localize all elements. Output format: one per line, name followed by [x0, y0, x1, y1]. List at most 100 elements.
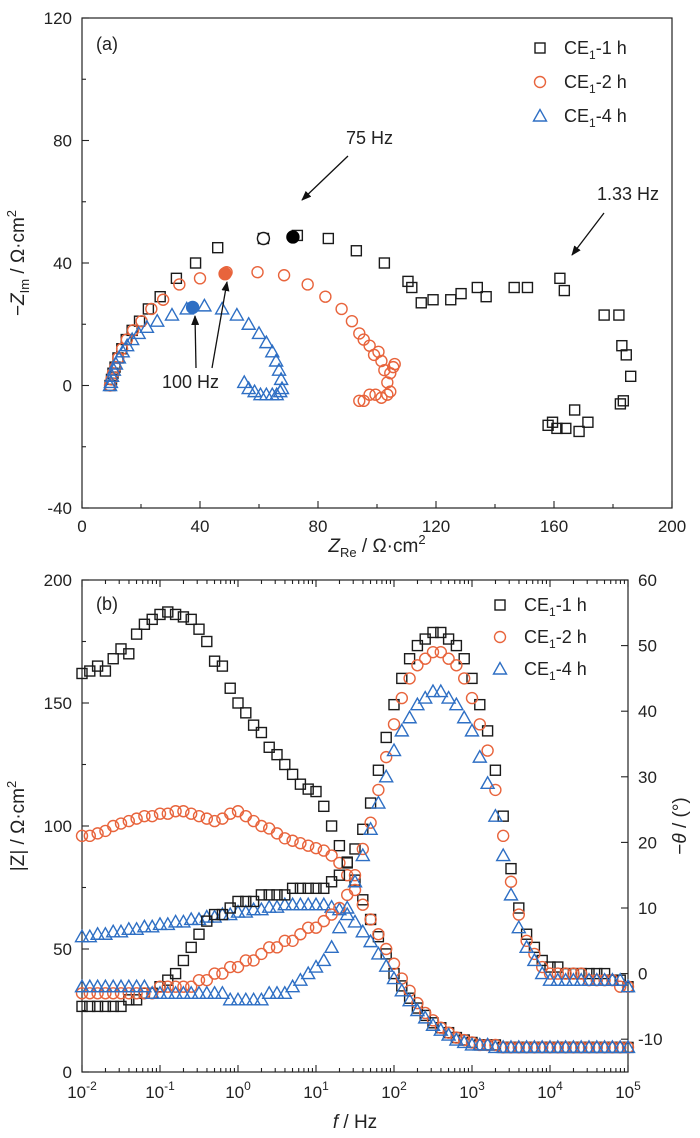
- data-point: [270, 827, 284, 840]
- data-point: [589, 972, 605, 986]
- data-point: [364, 816, 377, 829]
- data-point: [229, 307, 245, 321]
- data-point: [82, 978, 98, 993]
- x-tick-label: 105: [615, 1079, 641, 1102]
- data-point: [102, 377, 118, 392]
- data-point: [200, 812, 214, 825]
- data-point: [381, 388, 394, 401]
- x-tick-label: 10-1: [145, 1079, 175, 1102]
- data-point: [581, 1039, 597, 1054]
- data-point: [286, 768, 299, 781]
- data-point: [372, 345, 385, 359]
- data-point: [268, 353, 284, 367]
- data-point: [294, 882, 307, 895]
- data-point: [355, 847, 371, 862]
- data-point: [433, 1022, 449, 1036]
- y-left-tick-label: 200: [44, 571, 72, 590]
- data-point: [504, 875, 518, 888]
- data-point: [402, 275, 414, 288]
- data-point: [357, 894, 369, 906]
- panel-a-y-axis-title: −ZIm / Ω·cm2: [4, 210, 32, 316]
- data-point: [208, 908, 221, 921]
- data-point: [425, 1017, 441, 1031]
- data-point: [318, 800, 330, 813]
- data-point: [357, 823, 369, 835]
- data-point: [278, 832, 291, 845]
- data-point: [99, 1000, 112, 1013]
- highlighted-point: [185, 300, 200, 315]
- data-point: [591, 967, 603, 980]
- data-point: [269, 985, 285, 999]
- data-point: [557, 972, 574, 986]
- data-point: [333, 901, 346, 915]
- data-point: [573, 425, 585, 438]
- data-point: [384, 385, 397, 398]
- panel-b-right-axis-title: −θ / (°): [670, 797, 691, 855]
- data-point: [152, 985, 168, 999]
- x-tick-label: 200: [658, 517, 686, 536]
- data-point: [620, 978, 636, 993]
- data-point: [464, 1037, 480, 1051]
- data-point: [191, 985, 207, 999]
- data-point: [308, 959, 324, 973]
- data-point: [99, 824, 112, 838]
- data-point: [114, 987, 128, 1000]
- data-point: [543, 967, 557, 980]
- data-point: [411, 996, 424, 1010]
- data-point: [292, 896, 309, 911]
- data-point: [487, 808, 504, 822]
- data-point: [554, 272, 566, 285]
- data-point: [253, 991, 270, 1006]
- data-point: [568, 404, 581, 416]
- data-point: [403, 672, 416, 685]
- data-point: [130, 812, 143, 825]
- data-point: [224, 682, 236, 694]
- data-point: [167, 914, 184, 928]
- data-point: [567, 967, 580, 980]
- data-point: [277, 269, 291, 282]
- data-point: [520, 934, 533, 947]
- data-point: [105, 978, 121, 993]
- data-point: [91, 827, 104, 840]
- data-point: [317, 844, 330, 857]
- panel-b-label: (b): [96, 594, 118, 614]
- data-point: [236, 374, 252, 389]
- data-point: [185, 613, 197, 626]
- data-point: [415, 297, 427, 309]
- data-point: [380, 731, 392, 744]
- data-point: [317, 914, 330, 928]
- data-point: [255, 947, 268, 961]
- data-point: [380, 750, 393, 764]
- panel-b-left-axis-title: |Z| / Ω·cm2: [4, 781, 29, 871]
- data-point: [278, 934, 291, 947]
- panel-a-nyquist: 0 40 80 120 160 200 -40 0 40 80 120 (a) CE1-1 h CE…: [4, 9, 686, 560]
- arrow-75hz: [301, 155, 349, 201]
- data-point: [223, 807, 237, 820]
- data-point: [362, 821, 379, 835]
- data-point: [465, 691, 479, 705]
- data-point: [310, 785, 322, 798]
- legend-marker: [533, 75, 547, 89]
- data-point: [247, 719, 260, 731]
- data-point: [277, 985, 293, 999]
- data-point: [230, 991, 246, 1006]
- data-point: [512, 908, 525, 921]
- data-point: [495, 1039, 511, 1054]
- data-point: [542, 419, 554, 432]
- data-point: [145, 302, 158, 316]
- x-tick-label: 103: [459, 1079, 485, 1102]
- data-point: [183, 985, 199, 999]
- data-point: [89, 926, 106, 940]
- y-right-tick-label: 10: [638, 899, 657, 918]
- data-point: [503, 1039, 519, 1054]
- data-point: [201, 915, 213, 927]
- data-point: [216, 908, 229, 921]
- data-point: [604, 1039, 621, 1054]
- data-point: [526, 1039, 543, 1054]
- data-point: [378, 363, 391, 377]
- data-point: [162, 606, 174, 618]
- data-point: [495, 847, 511, 862]
- data-point: [130, 987, 143, 1000]
- data-point: [426, 645, 440, 659]
- data-point: [89, 978, 106, 993]
